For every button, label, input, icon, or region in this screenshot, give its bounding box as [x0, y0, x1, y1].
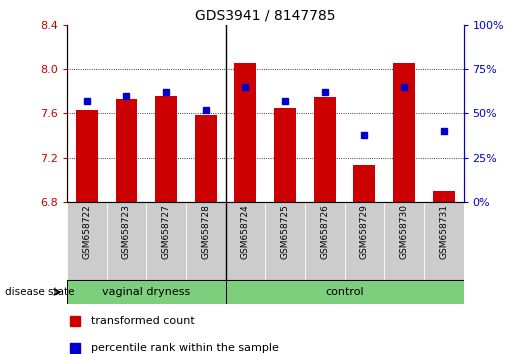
- Text: GSM658722: GSM658722: [82, 204, 91, 259]
- Bar: [76, 110, 98, 202]
- Bar: [195, 115, 217, 202]
- Bar: [146, 202, 186, 280]
- Text: GSM658729: GSM658729: [360, 204, 369, 259]
- Bar: [393, 63, 415, 202]
- Bar: [226, 280, 464, 304]
- Text: vaginal dryness: vaginal dryness: [102, 287, 191, 297]
- Text: GSM658730: GSM658730: [400, 204, 408, 259]
- Bar: [314, 97, 336, 202]
- Bar: [384, 202, 424, 280]
- Bar: [155, 96, 177, 202]
- Bar: [274, 108, 296, 202]
- Text: transformed count: transformed count: [91, 316, 195, 326]
- Text: GSM658731: GSM658731: [439, 204, 448, 259]
- Bar: [424, 202, 464, 280]
- Bar: [305, 202, 345, 280]
- Bar: [67, 280, 226, 304]
- Bar: [107, 202, 146, 280]
- Bar: [345, 202, 384, 280]
- Text: GSM658725: GSM658725: [281, 204, 289, 259]
- Bar: [433, 191, 455, 202]
- Bar: [353, 165, 375, 202]
- Text: GSM658726: GSM658726: [320, 204, 329, 259]
- Text: GSM658728: GSM658728: [201, 204, 210, 259]
- Bar: [265, 202, 305, 280]
- Text: GSM658724: GSM658724: [241, 204, 250, 259]
- Text: GSM658727: GSM658727: [162, 204, 170, 259]
- Text: GDS3941 / 8147785: GDS3941 / 8147785: [195, 9, 335, 23]
- Text: control: control: [325, 287, 364, 297]
- Bar: [186, 202, 226, 280]
- Bar: [226, 202, 265, 280]
- Bar: [234, 63, 256, 202]
- Text: GSM658723: GSM658723: [122, 204, 131, 259]
- Text: percentile rank within the sample: percentile rank within the sample: [91, 343, 279, 353]
- Bar: [67, 202, 107, 280]
- Text: disease state: disease state: [5, 287, 75, 297]
- Bar: [115, 99, 138, 202]
